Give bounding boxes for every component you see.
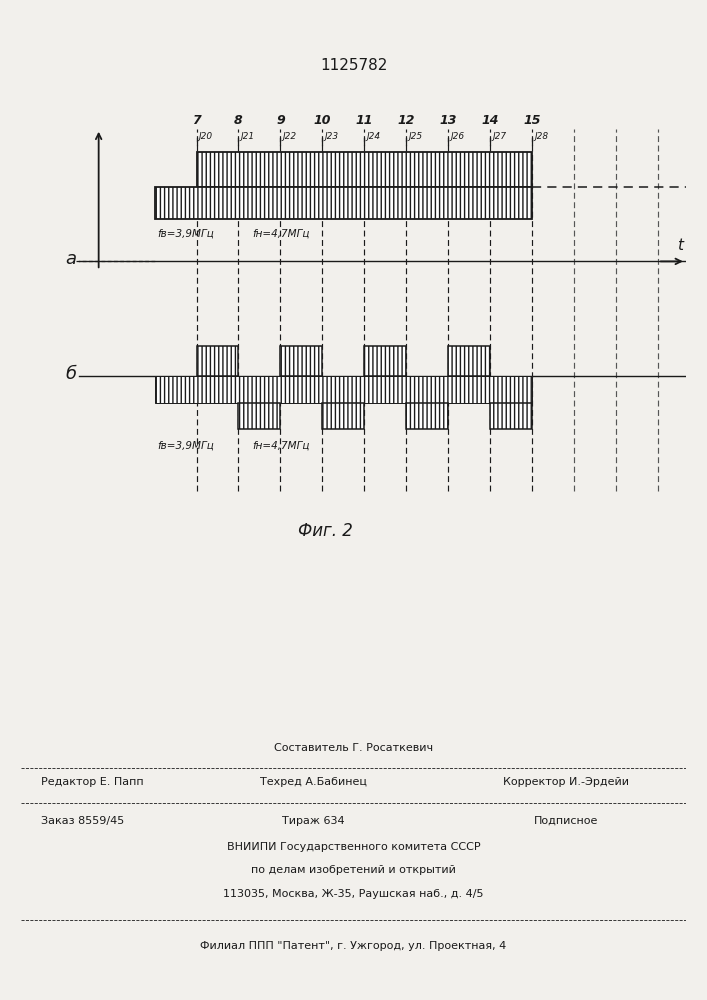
Bar	[197, 346, 238, 376]
Text: ВНИИПИ Государственного комитета СССР: ВНИИПИ Государственного комитета СССР	[227, 842, 480, 852]
Text: Филиал ППП "Патент", г. Ужгород, ул. Проектная, 4: Филиал ППП "Патент", г. Ужгород, ул. Про…	[200, 941, 507, 951]
Text: J26: J26	[450, 132, 464, 141]
Text: 13: 13	[439, 114, 457, 127]
Bar	[448, 346, 490, 376]
Text: t: t	[677, 238, 683, 253]
Text: 12: 12	[397, 114, 415, 127]
Text: 1125782: 1125782	[320, 57, 387, 73]
Bar	[490, 403, 532, 429]
Text: J28: J28	[534, 132, 549, 141]
Bar	[155, 187, 532, 219]
Text: Техред А.Бабинец: Техред А.Бабинец	[260, 777, 367, 787]
Text: 15: 15	[523, 114, 541, 127]
Text: J24: J24	[366, 132, 380, 141]
Text: 10: 10	[314, 114, 331, 127]
Text: Тираж 634: Тираж 634	[282, 816, 345, 826]
Text: 14: 14	[481, 114, 499, 127]
Text: J22: J22	[283, 132, 297, 141]
Text: по делам изобретений и открытий: по делам изобретений и открытий	[251, 865, 456, 875]
Text: Редактор Е. Папп: Редактор Е. Папп	[41, 777, 144, 787]
Bar	[322, 403, 364, 429]
Text: fв=3,9МГц: fв=3,9МГц	[158, 228, 214, 238]
Text: Подписное: Подписное	[534, 816, 598, 826]
Text: 11: 11	[356, 114, 373, 127]
Bar	[197, 152, 532, 187]
Text: J21: J21	[240, 132, 255, 141]
Bar	[155, 376, 532, 403]
Text: J23: J23	[325, 132, 339, 141]
Text: J25: J25	[409, 132, 423, 141]
Bar	[238, 403, 281, 429]
Text: б: б	[65, 365, 76, 383]
Text: Заказ 8559/45: Заказ 8559/45	[41, 816, 124, 826]
Text: 7: 7	[192, 114, 201, 127]
Text: J20: J20	[199, 132, 213, 141]
Bar	[281, 346, 322, 376]
Text: fн=4,7МГц: fн=4,7МГц	[252, 228, 310, 238]
Text: Составитель Г. Росаткевич: Составитель Г. Росаткевич	[274, 743, 433, 753]
Bar	[407, 403, 448, 429]
Text: а: а	[65, 250, 76, 268]
Text: Корректор И.-Эрдейи: Корректор И.-Эрдейи	[503, 777, 629, 787]
Text: Фиг. 2: Фиг. 2	[298, 522, 353, 540]
Text: J27: J27	[492, 132, 506, 141]
Text: 9: 9	[276, 114, 285, 127]
Text: 8: 8	[234, 114, 243, 127]
Bar	[364, 346, 407, 376]
Text: 113035, Москва, Ж-35, Раушская наб., д. 4/5: 113035, Москва, Ж-35, Раушская наб., д. …	[223, 889, 484, 899]
Text: fн=4,7МГц: fн=4,7МГц	[252, 440, 310, 450]
Text: fв=3,9МГц: fв=3,9МГц	[158, 440, 214, 450]
